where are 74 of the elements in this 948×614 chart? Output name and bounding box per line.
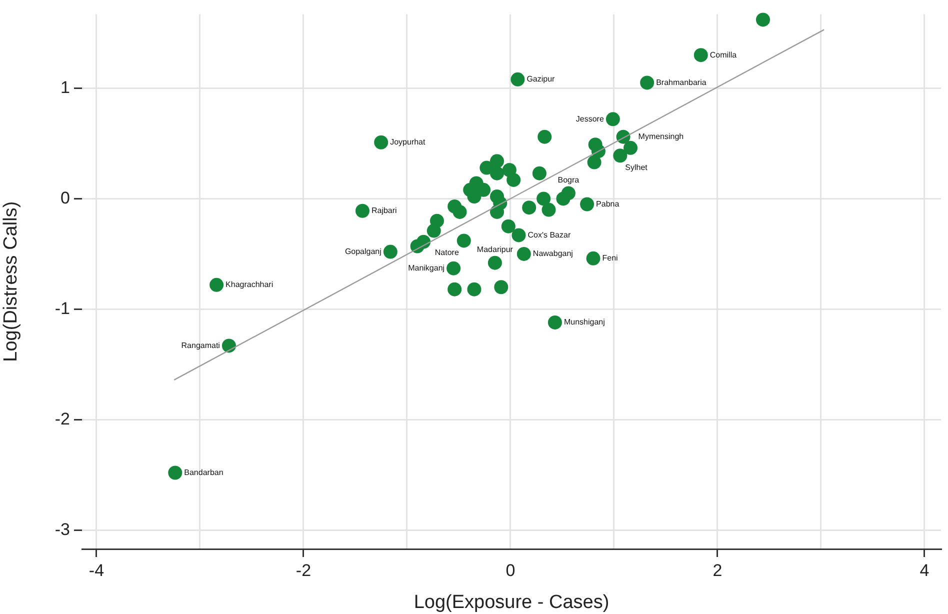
y-tick-label: -2 (54, 409, 70, 428)
annotation: Manikganj (408, 264, 445, 273)
point (694, 48, 708, 62)
annotation: Brahmanbaria (656, 78, 707, 87)
annotation: Nawabganj (532, 249, 574, 258)
point (476, 182, 491, 197)
point (510, 72, 525, 86)
point (580, 197, 594, 212)
annotation: Gopalganj (344, 246, 382, 256)
annotation: Jessore (576, 114, 604, 124)
point (548, 315, 562, 330)
point (210, 278, 224, 292)
point (756, 12, 770, 27)
annotation: Pabna (596, 199, 620, 208)
point (426, 224, 441, 238)
x-tick-label: 4 (920, 560, 930, 580)
point (532, 166, 546, 180)
point (456, 234, 471, 248)
annotation: Rajbari (371, 206, 398, 216)
x-tick-label: 2 (712, 560, 722, 580)
y-tick-label: 0 (60, 188, 70, 208)
x-tick-label: -2 (296, 560, 312, 580)
annotation: Sylhet (625, 162, 648, 172)
point (467, 190, 482, 204)
point (490, 204, 504, 219)
annotation: Comilla (710, 50, 738, 60)
y-tick-label: 1 (60, 78, 70, 97)
point (448, 282, 462, 296)
point (606, 112, 620, 126)
point (416, 234, 431, 249)
point (488, 256, 502, 270)
point (613, 148, 628, 163)
point (512, 228, 526, 242)
point (383, 244, 398, 259)
annotation: Natore (434, 248, 460, 257)
annotation: Khagrachhari (226, 280, 274, 290)
annotation: Mymensingh (638, 132, 684, 142)
annotation: Rangamati (181, 340, 220, 350)
y-axis-title: Log(Distress Calls) (0, 201, 22, 362)
x-axis-title: Log(Exposure - Cases) (414, 592, 610, 613)
x-tick-label: -4 (88, 560, 104, 580)
annotation: Cox's Bazar (528, 230, 571, 240)
point (501, 219, 516, 234)
annotation: Joypurhat (390, 138, 426, 147)
x-tick-label: 0 (506, 560, 516, 580)
y-tick-label: -3 (54, 520, 70, 539)
annotation: Munshiganj (564, 318, 606, 327)
point (624, 140, 638, 155)
annotation: Gazipur (526, 74, 556, 84)
y-tick-label: -1 (54, 298, 70, 318)
annotation: Feni (602, 254, 618, 263)
point (506, 172, 521, 187)
annotation: Bandarban (184, 468, 224, 477)
point (556, 192, 570, 206)
point (490, 166, 504, 180)
point (522, 200, 536, 215)
point (516, 246, 531, 261)
point (538, 130, 552, 144)
point (586, 251, 600, 266)
point (168, 466, 182, 480)
point (536, 192, 551, 206)
point (490, 154, 504, 168)
point (355, 204, 370, 218)
point (640, 76, 654, 90)
annotation: Bogra (558, 175, 580, 184)
point (446, 261, 461, 276)
annotation: Madaripur (476, 245, 514, 254)
point (222, 338, 236, 353)
point (542, 202, 556, 217)
point (587, 155, 602, 170)
point (374, 135, 388, 150)
point (467, 282, 482, 296)
point (494, 280, 508, 294)
point (452, 204, 467, 219)
